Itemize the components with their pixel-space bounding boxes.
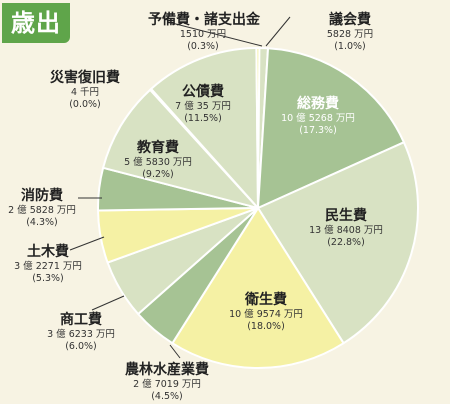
page-title: 歳出: [2, 3, 70, 43]
slice-amount: 4 千円: [70, 87, 100, 98]
leader-line-assembly: [265, 16, 291, 47]
slice-percent: (1.0%): [334, 41, 366, 52]
slice-label-civil-engineering: 土木費 3 億 2271 万円 (5.3%): [8, 244, 88, 285]
slice-percent: (17.3%): [299, 125, 337, 136]
slice-amount: 13 億 8408 万円: [309, 225, 383, 236]
slice-amount: 5 億 5830 万円: [124, 157, 192, 168]
leader-line-commerce: [91, 295, 125, 311]
slice-percent: (5.3%): [32, 273, 64, 284]
slice-percent: (4.5%): [151, 391, 183, 402]
slice-label-disaster: 災害復旧費 4 千円 (0.0%): [30, 70, 140, 111]
slice-percent: (0.0%): [69, 99, 101, 110]
slice-label-agriculture: 農林水産業費 2 億 7019 万円 (4.5%): [108, 362, 226, 403]
leader-line-reserve: [167, 21, 263, 47]
slice-label-fire: 消防費 2 億 5828 万円 (4.3%): [2, 188, 82, 229]
leader-lines: [69, 16, 291, 359]
slice-label-general-affairs: 総務費 10 億 5268 万円 (17.3%): [268, 96, 368, 137]
slice-name: 教育費: [137, 140, 179, 156]
slice-name: 農林水産業費: [125, 362, 209, 378]
slice-name: 災害復旧費: [50, 70, 120, 86]
slice-label-sanitation: 衛生費 10 億 9574 万円 (18.0%): [216, 292, 316, 333]
slice-percent: (6.0%): [65, 341, 97, 352]
slice-percent: (9.2%): [142, 169, 174, 180]
slice-percent: (0.3%): [187, 41, 219, 52]
slice-amount: 3 億 2271 万円: [14, 261, 82, 272]
slice-name: 公債費: [182, 84, 224, 100]
slice-label-education: 教育費 5 億 5830 万円 (9.2%): [108, 140, 208, 181]
slice-amount: 1510 万円: [179, 29, 227, 40]
slice-amount: 10 億 9574 万円: [229, 309, 303, 320]
pie-slices: [97, 46, 419, 370]
slice-label-commerce: 商工費 3 億 6233 万円 (6.0%): [36, 312, 126, 353]
slice-percent: (4.3%): [26, 217, 58, 228]
slice-percent: (11.5%): [184, 113, 222, 124]
slice-amount: 5828 万円: [326, 29, 374, 40]
slice-percent: (22.8%): [327, 237, 365, 248]
slice-name: 民生費: [325, 208, 367, 224]
slice-name: 衛生費: [245, 292, 287, 308]
pie-slice-8: [102, 88, 259, 209]
slice-name: 土木費: [27, 244, 69, 260]
slice-label-welfare: 民生費 13 億 8408 万円 (22.8%): [296, 208, 396, 249]
slice-label-reserve: 予備費・諸支出金 1510 万円 (0.3%): [148, 12, 260, 53]
slice-amount: 3 億 6233 万円: [47, 329, 115, 340]
leader-line-civil: [69, 236, 105, 251]
slice-label-public-debt: 公債費 7 億 35 万円 (11.5%): [158, 84, 248, 125]
pie-slice-11: [255, 47, 261, 209]
pie-slice-10: [150, 47, 259, 209]
pie-slice-3: [171, 207, 345, 370]
slice-name: 消防費: [21, 188, 63, 204]
slice-percent: (18.0%): [247, 321, 285, 332]
slice-name: 予備費・諸支出金: [148, 12, 260, 28]
slice-amount: 2 億 5828 万円: [8, 205, 76, 216]
slice-amount: 7 億 35 万円: [175, 101, 231, 112]
slice-amount: 2 億 7019 万円: [133, 379, 201, 390]
pie-slice-2: [257, 141, 419, 345]
slice-name: 商工費: [60, 312, 102, 328]
leader-line-agriculture: [169, 344, 181, 359]
slice-name: 総務費: [297, 96, 339, 112]
pie-slice-1: [257, 47, 405, 209]
slice-amount: 10 億 5268 万円: [281, 113, 355, 124]
slice-name: 議会費: [329, 12, 371, 28]
slice-label-assembly: 議会費 5828 万円 (1.0%): [300, 12, 400, 53]
